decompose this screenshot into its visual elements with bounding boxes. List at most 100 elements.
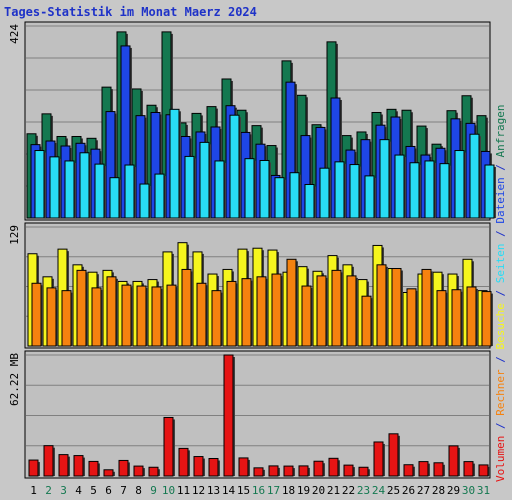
bar-volumen-day-13 bbox=[208, 457, 219, 477]
bar-seiten-day-22 bbox=[349, 164, 360, 219]
bar-seiten-day-28 bbox=[439, 163, 450, 219]
bar-rechner-day-8 bbox=[136, 285, 147, 347]
bar-seiten-day-4 bbox=[79, 152, 90, 219]
bar-volumen-day-21 bbox=[328, 457, 339, 477]
x-label-day-13: 13 bbox=[207, 484, 220, 497]
bar-seiten-day-24 bbox=[379, 139, 390, 219]
bar-volumen-day-30 bbox=[463, 461, 474, 477]
bar-rechner-day-29 bbox=[451, 289, 462, 347]
bar-rechner-day-14 bbox=[226, 280, 237, 347]
x-label-day-29: 29 bbox=[447, 484, 460, 497]
bar-volumen-day-1 bbox=[28, 459, 39, 477]
bar-seiten-day-1 bbox=[34, 150, 45, 219]
bar-seiten-day-23 bbox=[364, 175, 375, 219]
bar-volumen-day-12 bbox=[193, 456, 204, 477]
bar-volumen-day-7 bbox=[118, 459, 129, 477]
bar-volumen-day-26 bbox=[403, 464, 414, 477]
bar-rechner-day-11 bbox=[181, 268, 192, 347]
bar-rechner-day-30 bbox=[466, 286, 477, 347]
x-label-day-19: 19 bbox=[297, 484, 310, 497]
bar-rechner-day-6 bbox=[106, 276, 117, 347]
bar-seiten-day-27 bbox=[424, 160, 435, 219]
bar-seiten-day-11 bbox=[184, 155, 195, 219]
bar-seiten-day-8 bbox=[139, 183, 150, 219]
bar-seiten-day-19 bbox=[304, 183, 315, 219]
bar-rechner-day-25 bbox=[391, 268, 402, 347]
bar-seiten-day-18 bbox=[289, 172, 300, 219]
bar-volumen-day-10 bbox=[163, 416, 174, 477]
x-label-day-7: 7 bbox=[120, 484, 127, 497]
bar-volumen-day-27 bbox=[418, 461, 429, 477]
x-label-day-24: 24 bbox=[372, 484, 386, 497]
bar-rechner-day-28 bbox=[436, 290, 447, 347]
chart-panels: 424 129 62.22 MB bbox=[8, 21, 496, 479]
x-label-day-21: 21 bbox=[327, 484, 340, 497]
bar-volumen-day-11 bbox=[178, 447, 189, 477]
bar-seiten-day-25 bbox=[394, 154, 405, 219]
bar-seiten-day-5 bbox=[94, 163, 105, 219]
chart-title: Tages-Statistik im Monat Maerz 2024 bbox=[4, 5, 257, 19]
x-label-day-5: 5 bbox=[90, 484, 97, 497]
legend-part: Anfragen bbox=[494, 104, 507, 157]
x-label-day-18: 18 bbox=[282, 484, 295, 497]
bar-seiten-day-21 bbox=[334, 161, 345, 219]
bar-rechner-day-10 bbox=[166, 284, 177, 347]
legend-part: Volumen bbox=[494, 436, 507, 482]
bar-rechner-day-3 bbox=[61, 290, 72, 347]
bar-volumen-day-19 bbox=[298, 465, 309, 477]
panel-2: 129 bbox=[8, 222, 493, 349]
bar-rechner-day-5 bbox=[91, 287, 102, 347]
x-label-day-30: 30 bbox=[462, 484, 475, 497]
bar-volumen-day-8 bbox=[133, 465, 144, 477]
x-label-day-17: 17 bbox=[267, 484, 280, 497]
bar-rechner-day-1 bbox=[31, 282, 42, 347]
bar-rechner-day-27 bbox=[421, 268, 432, 347]
bar-volumen-day-3 bbox=[58, 454, 69, 477]
legend-part: Seiten bbox=[494, 244, 507, 284]
bar-seiten-day-10 bbox=[169, 108, 180, 219]
x-label-day-28: 28 bbox=[432, 484, 445, 497]
bar-rechner-day-24 bbox=[376, 264, 387, 347]
panel-1-max-label: 424 bbox=[8, 24, 21, 44]
x-label-day-25: 25 bbox=[387, 484, 400, 497]
x-label-day-11: 11 bbox=[177, 484, 190, 497]
bar-volumen-day-4 bbox=[73, 455, 84, 477]
bar-seiten-day-20 bbox=[319, 167, 330, 219]
panel-3: 62.22 MB bbox=[8, 350, 491, 479]
legend-part: Rechner bbox=[494, 369, 507, 416]
bar-volumen-day-31 bbox=[478, 464, 489, 477]
legend-part: Besuche bbox=[494, 303, 507, 349]
x-label-day-3: 3 bbox=[60, 484, 67, 497]
bar-seiten-day-30 bbox=[469, 133, 480, 219]
x-label-day-12: 12 bbox=[192, 484, 205, 497]
x-label-day-15: 15 bbox=[237, 484, 250, 497]
bar-rechner-day-21 bbox=[331, 269, 342, 347]
bar-volumen-day-25 bbox=[388, 433, 399, 477]
bar-rechner-day-26 bbox=[406, 288, 417, 347]
legend-part: Dateien bbox=[494, 177, 507, 223]
bar-volumen-day-29 bbox=[448, 445, 459, 477]
bar-rechner-day-20 bbox=[316, 275, 327, 347]
x-label-day-6: 6 bbox=[105, 484, 112, 497]
legend-part: / bbox=[494, 283, 507, 303]
legend-part: / bbox=[494, 224, 507, 244]
x-label-day-8: 8 bbox=[135, 484, 142, 497]
bar-volumen-day-28 bbox=[433, 462, 444, 477]
legend-part: / bbox=[494, 350, 507, 370]
bar-seiten-day-6 bbox=[109, 177, 120, 219]
bar-rechner-day-17 bbox=[271, 273, 282, 347]
bar-seiten-day-13 bbox=[214, 160, 225, 219]
bar-volumen-day-22 bbox=[343, 464, 354, 477]
bar-seiten-day-16 bbox=[259, 159, 270, 219]
bar-volumen-day-14 bbox=[223, 354, 234, 477]
bar-volumen-day-20 bbox=[313, 460, 324, 477]
bar-seiten-day-3 bbox=[64, 160, 75, 219]
x-label-day-27: 27 bbox=[417, 484, 430, 497]
bar-seiten-day-2 bbox=[49, 156, 60, 219]
bar-rechner-day-15 bbox=[241, 278, 252, 347]
bar-rechner-day-13 bbox=[211, 290, 222, 347]
bar-rechner-day-19 bbox=[301, 285, 312, 347]
x-label-day-14: 14 bbox=[222, 484, 236, 497]
bar-seiten-day-12 bbox=[199, 141, 210, 219]
